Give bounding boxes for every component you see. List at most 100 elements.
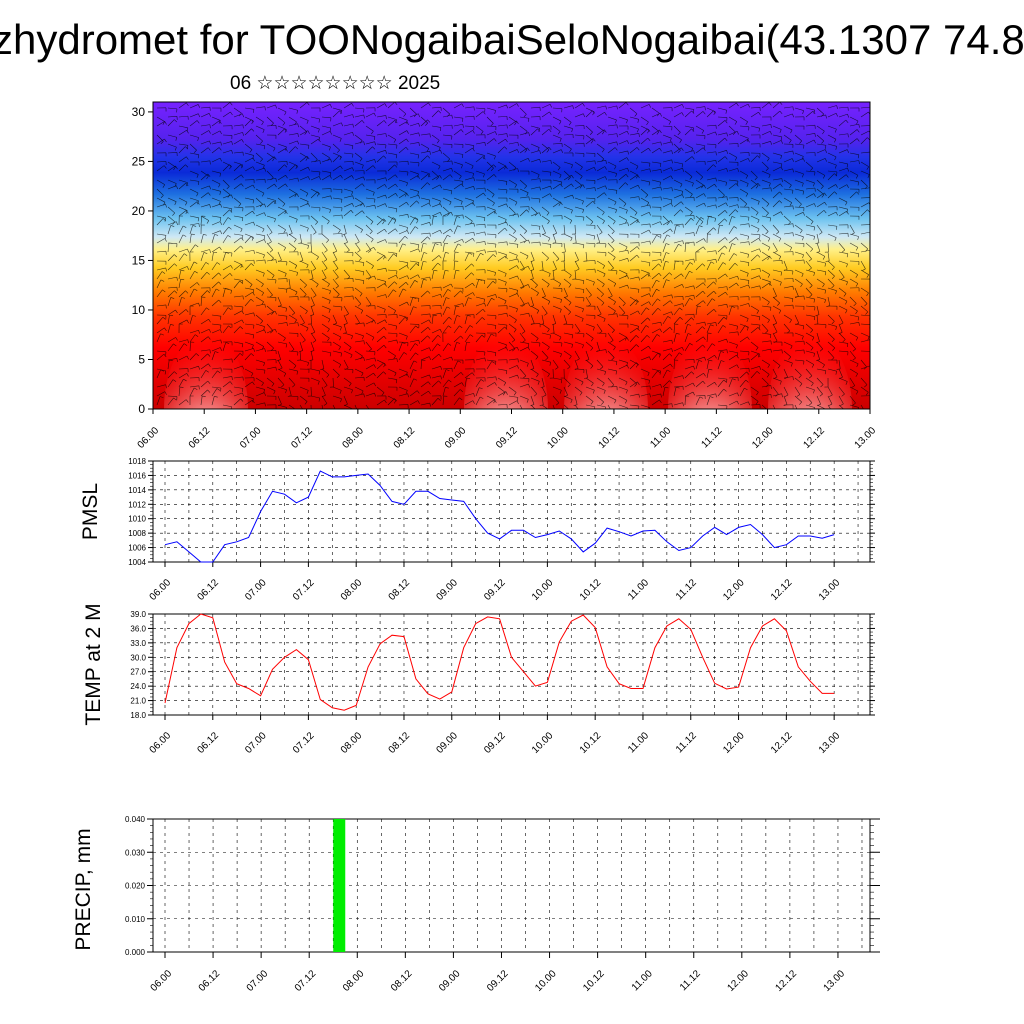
wind-barb-flag <box>516 149 519 153</box>
wind-barb-flag <box>340 353 343 357</box>
wind-barb <box>332 305 342 308</box>
wind-barb-flag <box>582 344 584 349</box>
wind-barb <box>453 290 461 298</box>
wind-barb <box>409 200 417 208</box>
wind-barb <box>288 278 291 288</box>
wind-barb <box>695 160 705 163</box>
wind-barb-flag <box>855 373 858 377</box>
wind-barb <box>530 386 538 395</box>
wind-barb <box>706 381 715 388</box>
wind-barb <box>409 369 414 379</box>
wind-barb <box>563 332 573 336</box>
wind-barb <box>728 364 738 370</box>
wind-barb-flag <box>637 174 640 179</box>
wind-barb-flag <box>611 240 615 244</box>
wind-barb <box>167 309 176 316</box>
wind-barb <box>277 305 287 309</box>
wind-barb-flag <box>173 343 177 347</box>
wind-barb <box>387 289 394 298</box>
wind-barb <box>772 393 782 397</box>
wind-barb <box>387 269 397 272</box>
wind-barb-flag <box>605 176 607 180</box>
wind-barb <box>409 306 414 316</box>
wind-barb-flag <box>757 327 761 331</box>
wind-barb <box>541 359 551 363</box>
wind-barb-flag <box>413 378 418 381</box>
wind-barb <box>156 203 166 208</box>
wind-barb <box>431 305 441 307</box>
wind-barb-flag <box>746 327 749 331</box>
wind-barb-flag <box>567 384 571 388</box>
wind-barb <box>816 149 826 154</box>
wind-barb-flag <box>682 375 684 380</box>
wind-barb <box>860 170 870 175</box>
wind-barb <box>464 215 473 222</box>
wind-barb-flag <box>429 374 431 379</box>
wind-barb-flag <box>665 261 669 263</box>
temp-y-tick-label: 39.0 <box>130 610 146 619</box>
wind-barb-flag <box>774 250 778 253</box>
wind-barb <box>398 373 408 379</box>
wind-barb <box>178 373 187 379</box>
wind-barb-flag <box>842 339 846 343</box>
wind-barb-flag <box>361 390 364 395</box>
wind-barb <box>519 346 529 352</box>
wind-barb <box>739 358 749 361</box>
wind-barb-flag <box>835 290 837 295</box>
wind-barb <box>277 242 286 248</box>
wind-barb <box>717 291 726 298</box>
wind-barb <box>827 143 837 147</box>
wind-barb-flag <box>297 140 299 145</box>
wind-barb <box>167 165 176 172</box>
wind-barb <box>277 164 285 172</box>
wind-barb <box>266 197 276 201</box>
wind-barb <box>662 243 667 253</box>
wind-barb-flag <box>472 292 475 296</box>
wind-barb <box>497 227 505 235</box>
wind-barb-flag <box>555 367 559 370</box>
wind-barb <box>365 364 374 370</box>
wind-barb <box>684 170 693 177</box>
wind-barb <box>189 170 199 175</box>
wind-barb <box>717 273 726 280</box>
wind-barb <box>750 125 760 129</box>
wind-barb-flag <box>637 119 639 123</box>
wind-barb <box>838 260 848 265</box>
wind-barb <box>552 359 559 368</box>
wind-barb <box>695 360 699 370</box>
wind-barb <box>321 130 331 136</box>
wind-barb <box>266 143 276 149</box>
wind-barb-flag <box>627 140 629 144</box>
wind-barb-flag <box>286 322 288 327</box>
wind-barb <box>596 305 602 315</box>
wind-barb <box>167 290 175 298</box>
wind-barb-flag <box>656 131 660 135</box>
wind-barb-flag <box>284 111 287 116</box>
wind-barb <box>464 292 473 298</box>
wind-barb-flag <box>445 387 449 389</box>
wind-barb <box>805 233 815 237</box>
wind-barb <box>728 253 735 262</box>
wind-barb <box>816 224 823 233</box>
wind-barb <box>156 121 165 127</box>
wind-barb-flag <box>834 139 837 143</box>
wind-barb <box>783 350 792 358</box>
wind-barb <box>541 368 550 375</box>
wind-barb <box>266 200 274 208</box>
wind-barb-flag <box>434 243 439 245</box>
wind-barb-flag <box>218 281 222 285</box>
wind-barb <box>563 215 572 221</box>
wind-barb <box>695 395 705 397</box>
wind-barb <box>596 192 605 199</box>
wind-barb <box>442 211 452 217</box>
wind-barb <box>783 314 792 321</box>
wind-barb <box>211 221 221 226</box>
wind-barb-flag <box>262 228 265 233</box>
wind-barb-flag <box>173 166 176 171</box>
wind-barb <box>178 125 188 129</box>
wind-barb-flag <box>363 357 365 361</box>
wind-barb-flag <box>327 220 330 225</box>
wind-barb <box>651 125 660 132</box>
wind-barb <box>651 279 657 289</box>
wind-barb <box>640 204 650 208</box>
